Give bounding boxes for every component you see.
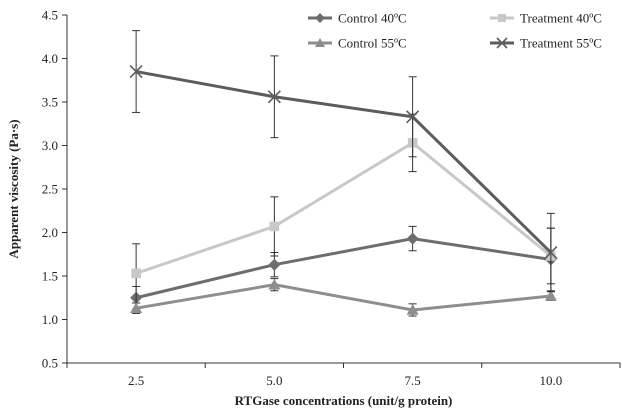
legend-item: Control 55ºC (308, 36, 407, 51)
legend-item: Treatment 55ºC (490, 36, 602, 51)
y-tick-label: 0.5 (42, 356, 58, 371)
legend-label: Treatment 40ºC (520, 11, 602, 26)
legend-item: Treatment 40ºC (490, 11, 602, 26)
square-marker (498, 14, 506, 22)
x-marker (496, 37, 508, 49)
y-tick-label: 4.5 (42, 8, 58, 23)
x-marker-stroke (544, 245, 558, 260)
series-treatment-55-c (129, 30, 558, 293)
triangle-marker (544, 290, 557, 301)
x-tick-label: 7.5 (405, 373, 421, 388)
series-line (135, 70, 552, 254)
x-tick-label: 10.0 (540, 373, 563, 388)
x-marker (129, 64, 143, 79)
x-marker (406, 110, 420, 124)
triangle-marker (315, 38, 325, 47)
axes: 0.5 1.0 1.5 2.0 2.5 3.0 3.5 4.0 4.5 2.5 5.0 7.5 10.0 (42, 8, 621, 388)
y-axis-title: Apparent viscosity (Pa·s) (6, 119, 21, 258)
series-line (135, 283, 552, 312)
x-marker-stroke (129, 64, 143, 79)
legend-item: Control 40ºC (308, 11, 407, 26)
y-tick-label: 1.0 (42, 312, 58, 327)
legend-label: Treatment 55ºC (520, 36, 602, 51)
series-treatment-40-c (131, 113, 556, 304)
diamond-marker (406, 232, 419, 245)
legend: Control 40ºC Treatment 40ºC Control 55ºC Tr… (308, 11, 602, 51)
series-line (135, 141, 552, 275)
x-marker (267, 90, 281, 104)
square-marker (131, 268, 141, 279)
y-tick-label: 3.5 (42, 95, 58, 110)
triangle-marker (268, 278, 281, 290)
y-tick-label: 2.5 (42, 182, 58, 197)
triangle-marker (406, 303, 419, 315)
x-tick-label: 5.0 (266, 373, 282, 388)
y-tick-label: 2.0 (42, 225, 58, 240)
x-marker-stroke (406, 110, 420, 124)
y-tick-label: 4.0 (42, 51, 58, 66)
y-tick-label: 1.5 (42, 269, 58, 284)
legend-label: Control 40ºC (338, 11, 407, 26)
x-marker-stroke (267, 90, 281, 104)
series-layer (129, 30, 558, 317)
legend-label: Control 55ºC (338, 36, 407, 51)
diamond-marker (315, 13, 325, 23)
triangle-marker (130, 302, 143, 313)
x-marker (544, 245, 558, 260)
series-line (135, 237, 552, 300)
square-marker (269, 221, 280, 232)
diamond-marker (268, 258, 281, 271)
x-tick-label: 2.5 (128, 373, 144, 388)
y-tick-label: 3.0 (42, 138, 58, 153)
x-axis-title: RTGase concentrations (unit/g protein) (235, 393, 453, 408)
x-marker-stroke (496, 37, 508, 49)
